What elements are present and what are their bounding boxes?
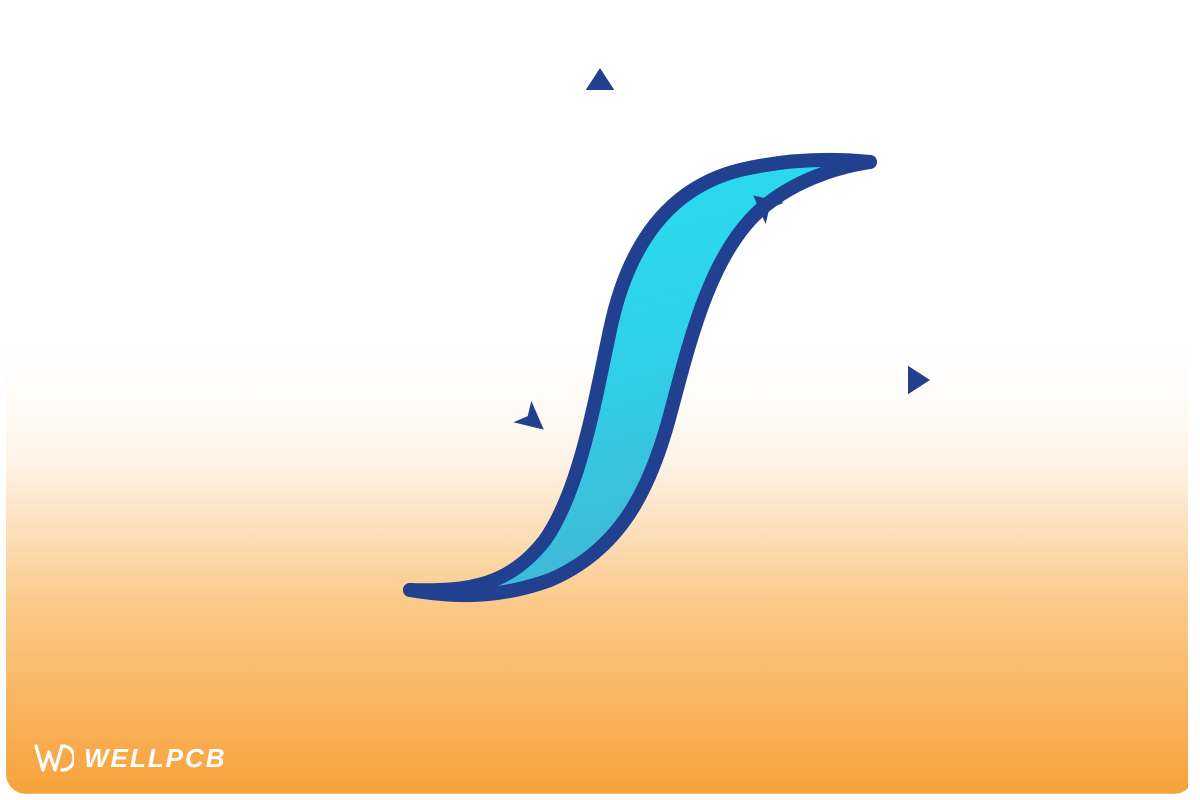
direction-arrow-icon — [513, 401, 552, 440]
hysteresis-chart — [150, 20, 1050, 780]
brand-watermark: WELLPCB — [34, 742, 227, 774]
brand-name: WELLPCB — [84, 743, 227, 774]
card-inner: WELLPCB — [6, 6, 1194, 794]
brand-logo-icon — [34, 742, 74, 774]
chart-layer — [6, 6, 1194, 794]
figure-card: WELLPCB — [0, 0, 1200, 800]
